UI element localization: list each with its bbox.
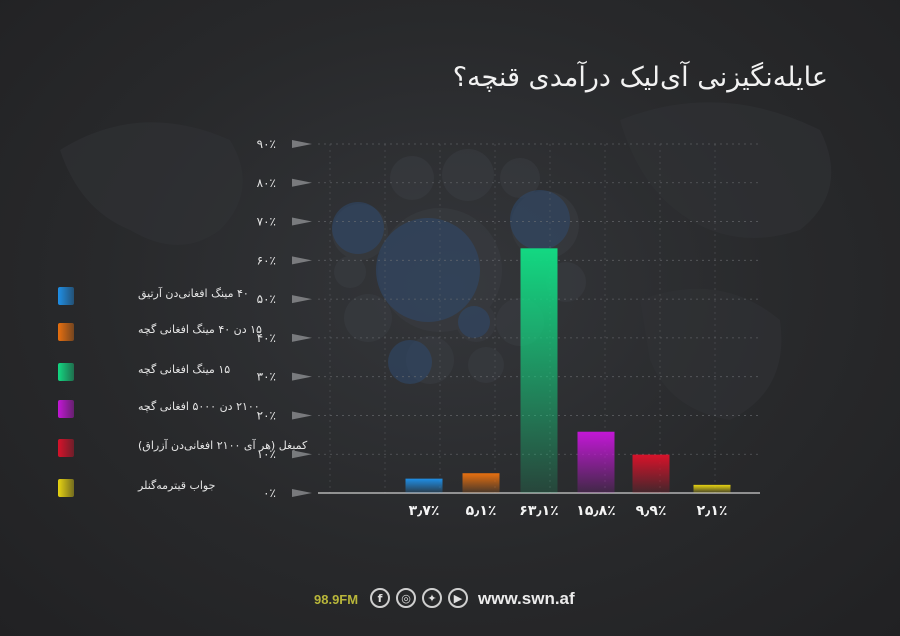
bar-value-label: ۱۵٫۸٪: [576, 503, 615, 519]
y-tick-label: ۱۰٪: [257, 447, 276, 461]
legend-label: جواب قیترمه‌گنلر: [138, 479, 216, 492]
y-tick-marker: [292, 140, 312, 148]
legend-item: ۱۵ دن ۴۰ مینگ افغانی گچه: [58, 322, 262, 342]
y-tick-marker: [292, 178, 312, 187]
legend-label: ۴۰ مینگ افغانی‌دن آرتیق: [138, 287, 249, 300]
bar-value-label: ۵٫۱٪: [466, 503, 497, 519]
radio-frequency: 98.9FM: [314, 592, 359, 607]
legend-swatch: [58, 400, 74, 418]
y-tick-marker: [292, 295, 312, 304]
y-tick-marker: [292, 256, 312, 265]
y-tick-marker: [292, 450, 312, 459]
legend-swatch: [58, 439, 74, 457]
y-tick-marker: [292, 411, 312, 420]
y-tick-label: ۴۰٪: [257, 331, 276, 345]
bar: [632, 454, 670, 493]
bar: [693, 484, 731, 493]
legend-label: کمبغل (هر آی ۲۱۰۰ افغانی‌دن آزراق): [138, 439, 308, 452]
y-tick-label: ۸۰٪: [257, 176, 276, 190]
bar: [462, 473, 500, 493]
bar: [405, 478, 443, 493]
bar-value-label: ۶۳٫۱٪: [519, 503, 558, 519]
y-tick-label: ۲۰٪: [257, 408, 276, 422]
legend-label: ۱۵ دن ۴۰ مینگ افغانی گچه: [138, 323, 262, 336]
y-tick-label: ۹۰٪: [257, 137, 276, 151]
bar-value-label: ۲٫۱٪: [697, 503, 728, 519]
footer: 98.9FM f ◎ ✦ ▶ www.swn.af: [0, 588, 900, 612]
website-link[interactable]: www.swn.af: [478, 589, 575, 608]
y-tick-label: ۵۰٪: [257, 292, 276, 306]
legend-item: کمبغل (هر آی ۲۱۰۰ افغانی‌دن آزراق): [58, 438, 307, 458]
legend-swatch: [58, 323, 74, 341]
y-tick-label: ۶۰٪: [257, 253, 276, 267]
bar: [520, 248, 558, 493]
chart-title: عایله‌نگیزنی آی‌لیک درآمدی قنچه؟: [452, 62, 828, 93]
y-tick-label: ۷۰٪: [257, 215, 276, 229]
legend-label: ۲۱۰۰ دن ۵۰۰۰ افغانی گچه: [138, 400, 260, 413]
legend-item: ۴۰ مینگ افغانی‌دن آرتیق: [58, 286, 249, 306]
legend-item: جواب قیترمه‌گنلر: [58, 478, 215, 498]
legend-swatch: [58, 363, 74, 381]
bar-value-label: ۹٫۹٪: [636, 503, 667, 519]
legend-item: ۲۱۰۰ دن ۵۰۰۰ افغانی گچه: [58, 399, 260, 419]
instagram-icon[interactable]: ◎: [396, 588, 416, 608]
legend-item: ۱۵ مینگ افغانی گچه: [58, 362, 230, 382]
twitter-icon[interactable]: ✦: [422, 588, 442, 608]
y-tick-marker: [292, 372, 312, 381]
legend-swatch: [58, 287, 74, 305]
bar: [577, 431, 615, 493]
legend-label: ۱۵ مینگ افغانی گچه: [138, 363, 231, 376]
y-tick-marker: [292, 333, 312, 342]
y-tick-marker: [292, 217, 312, 226]
facebook-icon[interactable]: f: [370, 588, 390, 608]
y-tick-marker: [292, 489, 312, 497]
youtube-icon[interactable]: ▶: [448, 588, 468, 608]
bar-value-label: ۳٫۷٪: [409, 503, 440, 519]
y-tick-label: ۰٪: [263, 486, 276, 500]
y-tick-label: ۳۰٪: [257, 370, 276, 384]
legend-swatch: [58, 479, 74, 497]
